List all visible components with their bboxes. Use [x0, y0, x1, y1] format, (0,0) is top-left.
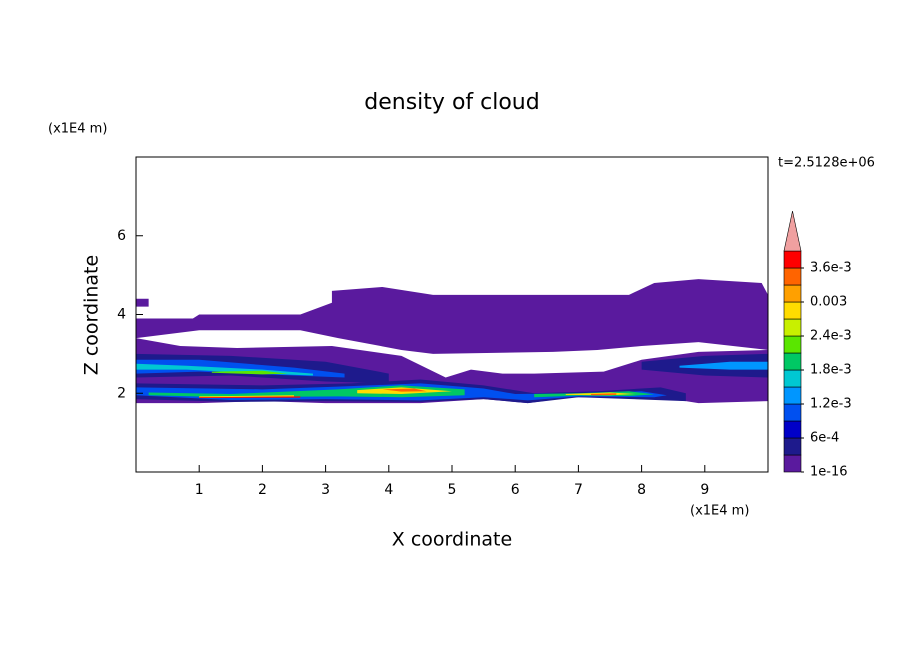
- colorbar-bin: [783, 267, 802, 286]
- x-unit: (x1E4 m): [690, 504, 749, 519]
- x-tick-label: 9: [700, 482, 709, 498]
- contour-region: [136, 279, 768, 354]
- colorbar-tick-label: 1e-16: [810, 465, 848, 480]
- x-tick-label: 4: [384, 482, 393, 498]
- contour-region: [199, 396, 301, 398]
- x-axis-label: X coordinate: [392, 529, 512, 551]
- contour-region: [679, 361, 768, 370]
- x-tick-label: 3: [321, 482, 330, 498]
- colorbar-bin: [783, 284, 802, 303]
- contour-region: [211, 370, 288, 375]
- colorbar-bin: [783, 386, 802, 405]
- colorbar-bin: [783, 369, 802, 388]
- contour-field: [136, 279, 768, 404]
- colorbar-bin: [783, 301, 802, 320]
- colorbar-bin: [783, 403, 802, 422]
- x-tick-label: 7: [574, 482, 583, 498]
- contour-region: [136, 298, 149, 307]
- colorbar-bin: [783, 420, 802, 439]
- contour-region: [382, 388, 427, 392]
- chart-title: density of cloud: [364, 90, 539, 115]
- colorbar-bin: [783, 318, 802, 337]
- colorbar-tick-label: 0.003: [810, 295, 847, 310]
- contour-region: [148, 385, 465, 398]
- time-annotation: t=2.5128e+06: [778, 156, 875, 171]
- y-axis-label: Z coordinate: [81, 255, 103, 375]
- colorbar-bin: [783, 352, 802, 371]
- x-tick-label: 6: [511, 482, 520, 498]
- x-tick-label: 2: [258, 482, 267, 498]
- colorbar-tick-label: 1.2e-3: [810, 397, 852, 412]
- y-tick-label: 2: [117, 385, 126, 401]
- colorbar-bin: [783, 437, 802, 456]
- colorbar-tick-label: 3.6e-3: [810, 261, 852, 276]
- y-tick-label: 6: [117, 228, 126, 244]
- x-tick-label: 5: [448, 482, 457, 498]
- colorbar-tick-label: 1.8e-3: [810, 363, 852, 378]
- y-tick-label: 4: [117, 307, 126, 323]
- colorbar-extension: [783, 210, 802, 252]
- x-tick-label: 8: [637, 482, 646, 498]
- contour-region: [591, 393, 617, 396]
- colorbar-bin: [783, 454, 802, 473]
- colorbar-bin: [783, 335, 802, 354]
- colorbar-tick-label: 2.4e-3: [810, 329, 852, 344]
- colorbar-tick-label: 6e-4: [810, 431, 839, 446]
- y-unit: (x1E4 m): [48, 122, 107, 137]
- x-tick-label: 1: [195, 482, 204, 498]
- colorbar-bin: [783, 250, 802, 269]
